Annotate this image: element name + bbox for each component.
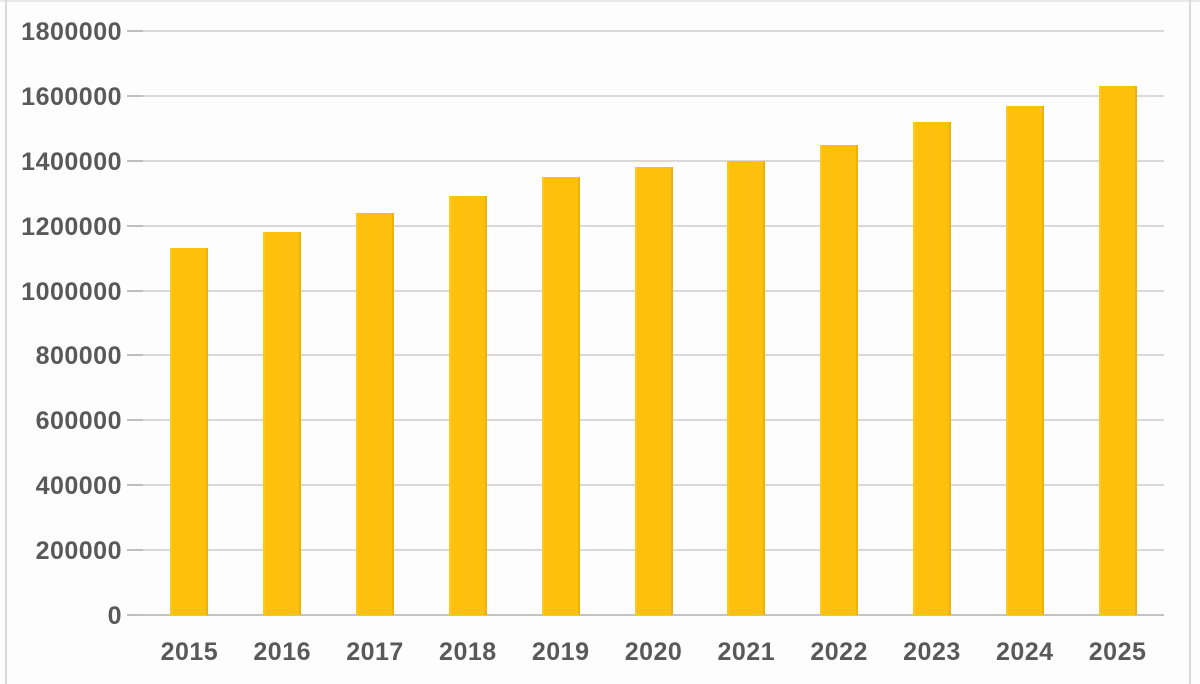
x-axis-label: 2022: [810, 638, 868, 666]
plot-area: [143, 30, 1164, 616]
y-axis-label: 600000: [35, 407, 122, 436]
bar-2022: [820, 145, 858, 615]
x-axis-label: 2021: [717, 638, 776, 666]
bar-2021: [727, 161, 765, 615]
gridline: [143, 94, 1164, 97]
x-axis-label: 2018: [439, 638, 497, 666]
y-axis-tick: [127, 30, 143, 32]
bar-2024: [1006, 106, 1044, 615]
image-border-left: [5, 0, 7, 684]
y-axis-label: 800000: [35, 342, 122, 371]
x-axis-label: 2023: [903, 638, 961, 666]
bar-2019: [542, 177, 580, 615]
x-axis-label: 2016: [253, 638, 312, 666]
bar-2016: [263, 232, 301, 615]
y-axis-label: 0: [107, 602, 122, 630]
gridline: [143, 30, 1164, 32]
bar-2023: [913, 122, 951, 615]
image-border-right: [1189, 0, 1191, 684]
y-axis-tick: [127, 614, 143, 616]
y-axis-tick: [127, 549, 143, 552]
y-axis-tick: [127, 289, 143, 292]
x-axis-line: [143, 614, 1164, 616]
y-axis-label: 1800000: [21, 18, 122, 46]
y-axis-label: 1200000: [21, 212, 122, 241]
x-axis-label: 2020: [624, 638, 683, 666]
x-axis-label: 2024: [995, 638, 1054, 666]
y-axis-label: 200000: [35, 537, 122, 566]
x-axis-label: 2019: [531, 638, 590, 666]
y-axis-tick: [127, 354, 143, 357]
x-axis-label: 2025: [1088, 638, 1147, 666]
y-axis-tick: [127, 159, 143, 162]
y-axis-label: 400000: [35, 472, 122, 501]
x-axis-label: 2017: [346, 638, 404, 666]
y-axis-label: 1400000: [21, 147, 122, 176]
y-axis-tick: [127, 94, 143, 97]
bar-2015: [170, 248, 208, 615]
bar-2018: [449, 196, 487, 615]
gridline: [143, 159, 1164, 162]
bar-2017: [356, 213, 394, 615]
y-axis-label: 1000000: [21, 277, 122, 306]
y-axis-tick: [127, 484, 143, 487]
bar-2020: [635, 167, 673, 615]
bar-2025: [1099, 86, 1137, 615]
x-axis-label: 2015: [160, 638, 219, 666]
image-border-top: [0, 0, 1200, 2]
y-axis-tick: [127, 419, 143, 422]
y-axis-label: 1600000: [21, 82, 122, 111]
y-axis-tick: [127, 224, 143, 227]
